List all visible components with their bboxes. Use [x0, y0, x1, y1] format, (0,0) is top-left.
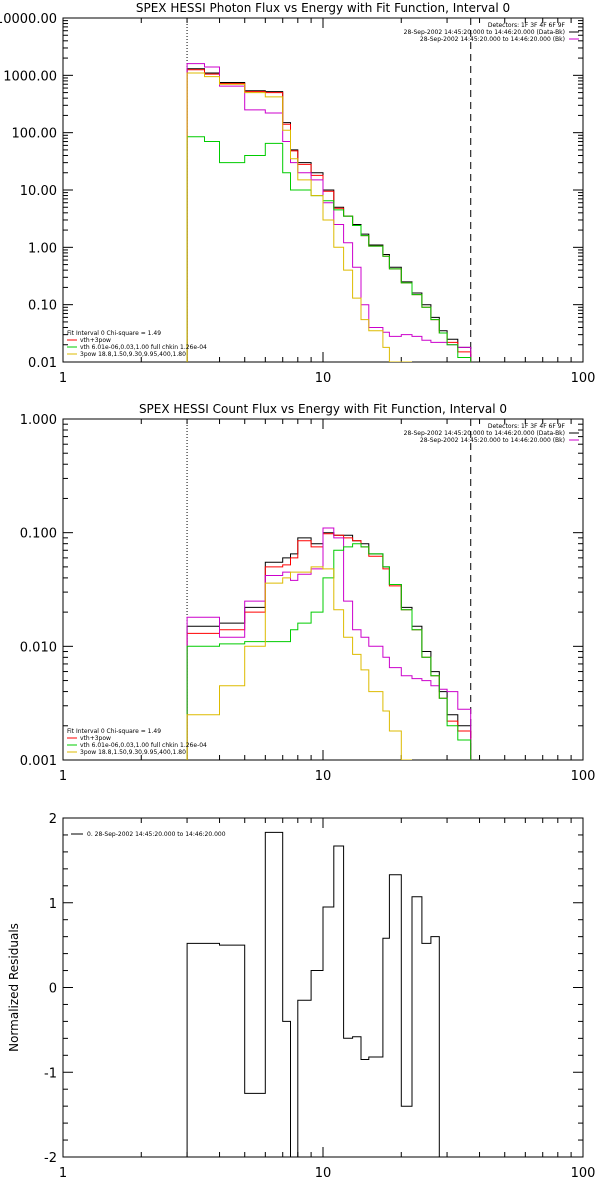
- y-tick-label: 10000.00: [0, 12, 57, 27]
- series-line-5: [186, 566, 412, 760]
- series-group: [186, 63, 472, 362]
- x-tick-label: 10: [315, 1166, 332, 1181]
- chart-1: SPEX HESSI Photon Flux vs Energy with Fi…: [0, 1, 595, 386]
- legend-entry-text: Fit Interval 0 Chi-square = 1.49: [67, 728, 161, 735]
- y-tick-label: 100.00: [12, 127, 58, 142]
- y-tick-label: 0.01: [28, 356, 57, 371]
- x-tick-label: 1: [59, 769, 67, 784]
- y-tick-label: 0.001: [20, 754, 57, 769]
- y-axis: 0.001 0.010 0.100 1.000: [20, 413, 583, 769]
- plot-frame: [62, 817, 584, 1158]
- y-tick-label: 2: [49, 812, 57, 827]
- series-line-4: [186, 543, 472, 760]
- x-axis: 1 10 100: [59, 419, 596, 784]
- chart-2: SPEX HESSI Count Flux vs Energy with Fit…: [20, 402, 596, 784]
- legend-entry-text: 28-Sep-2002 14:45:20.000 to 14:46:20.000…: [420, 437, 565, 444]
- y-tick-label: 0: [49, 982, 57, 997]
- legend-entry-text: 28-Sep-2002 14:45:20.000 to 14:46:20.000…: [404, 29, 565, 36]
- series-line-2: [186, 69, 472, 362]
- legend-entry-text: 28-Sep-2002 14:45:20.000 to 14:46:20.000…: [404, 430, 565, 437]
- y-tick-label: -2: [44, 1151, 57, 1166]
- legend-entry-text: vth 6.01e-06,0.03,1.00 full chkin 1.26e-…: [80, 344, 207, 351]
- x-tick-label: 100: [571, 1166, 596, 1181]
- legend-entry-text: Fit Interval 0 Chi-square = 1.49: [67, 330, 161, 337]
- x-tick-label: 1: [59, 1166, 67, 1181]
- legend-entry-text: Detectors: 1F 3F 4F 6F 9F: [488, 22, 566, 29]
- y-tick-label: 1.00: [28, 241, 57, 256]
- series-line-3: [186, 63, 472, 362]
- x-tick-label: 100: [571, 371, 596, 386]
- y-axis: 0.01 0.10 1.00 10.00 100.00 1000.00 10000.00: [0, 12, 583, 371]
- legend-entry-text: Detectors: 1F 3F 4F 6F 9F: [488, 423, 566, 430]
- legend-entry-text: 28-Sep-2002 14:45:20.000 to 14:46:20.000…: [420, 36, 565, 43]
- y-tick-label: 1.000: [20, 413, 57, 428]
- series-group: [186, 527, 472, 760]
- x-tick-label: 1: [59, 371, 67, 386]
- legend-entry-text: 3pow 18.8,1.50,9.30,9.95,400,1.80: [80, 351, 186, 358]
- y-tick-label: 0.10: [28, 299, 57, 314]
- legend-entry-text: 0. 28-Sep-2002 14:45:20.000 to 14:46:20.…: [87, 831, 226, 838]
- y-axis: -2 -1 0 1 2: [44, 812, 583, 1166]
- chart-title: SPEX HESSI Photon Flux vs Energy with Fi…: [136, 1, 510, 15]
- legend-entry-text: vth 6.01e-06,0.03,1.00 full chkin 1.26e-…: [80, 742, 207, 749]
- y-axis-label: Normalized Residuals: [7, 923, 21, 1052]
- legend-entry-text: vth+3pow: [80, 735, 111, 742]
- x-tick-label: 10: [315, 371, 332, 386]
- series-line-1: [186, 68, 472, 362]
- y-tick-label: 0.010: [20, 640, 57, 655]
- y-tick-label: 10.00: [20, 184, 57, 199]
- chart-3: 1 10 100 -2 -1 0 1 2 Normalized Residuals 0. 28-S…: [7, 812, 595, 1181]
- series-line-1: [186, 532, 472, 760]
- x-axis: 1 10 100: [59, 818, 596, 1181]
- x-tick-label: 10: [315, 769, 332, 784]
- y-tick-label: 0.100: [20, 527, 57, 542]
- series-line-5: [186, 72, 412, 362]
- legend-entry-text: 3pow 18.8,1.50,9.30,9.95,400,1.80: [80, 749, 186, 756]
- y-tick-label: 1: [49, 897, 57, 912]
- x-axis: 1 10 100: [59, 18, 596, 386]
- series-line-2: [186, 533, 472, 760]
- series-line-1: [186, 831, 440, 1157]
- chart-title: SPEX HESSI Count Flux vs Energy with Fit…: [139, 402, 507, 416]
- x-tick-label: 100: [571, 769, 596, 784]
- series-line-3: [186, 527, 472, 760]
- y-tick-label: -1: [44, 1066, 57, 1081]
- series-group: [186, 831, 440, 1157]
- legend-entry-text: vth+3pow: [80, 337, 111, 344]
- y-tick-label: 1000.00: [3, 69, 57, 84]
- series-line-4: [186, 136, 472, 362]
